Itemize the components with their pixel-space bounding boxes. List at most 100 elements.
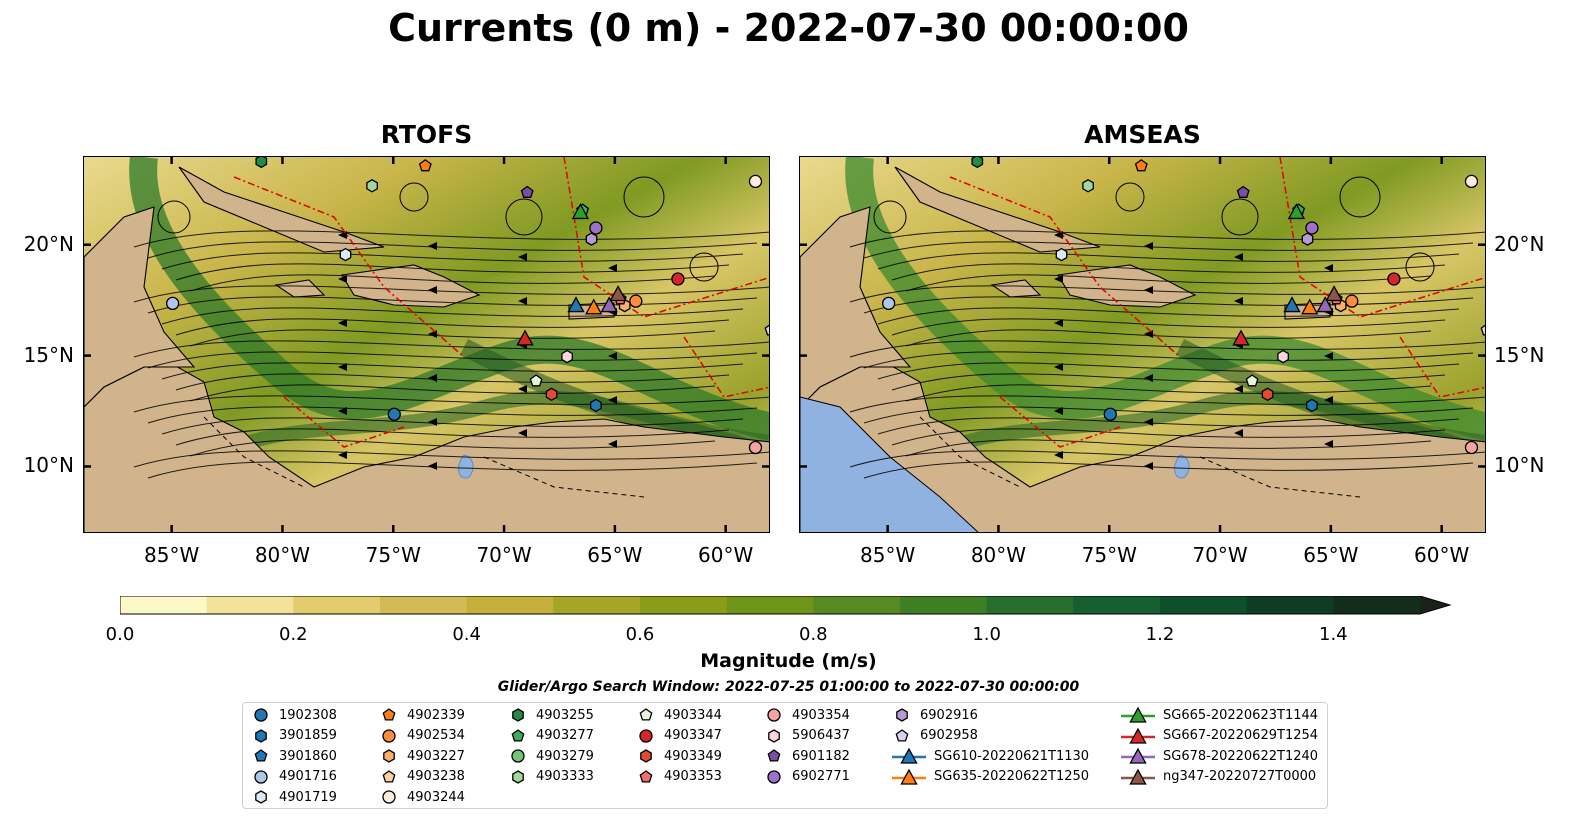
legend-item-label: 6902771: [792, 769, 850, 784]
marker-6902771: [1305, 221, 1319, 235]
streamline-arrow: [428, 418, 437, 426]
legend-item: 3901859: [251, 726, 337, 746]
streamline: [905, 329, 1432, 347]
colorbar-tick-label: 0.0: [105, 624, 135, 645]
streamline: [877, 417, 1460, 435]
streamline: [189, 274, 716, 292]
streamline: [891, 263, 1446, 281]
streamline: [863, 406, 1474, 424]
colorbar-label: Magnitude (m/s): [700, 650, 877, 672]
colorbar-segment: [726, 596, 814, 614]
colorbar-segment: [466, 596, 554, 614]
legend-marker-circle: [767, 708, 781, 722]
streamline-arrow: [518, 253, 527, 261]
streamline: [133, 395, 769, 413]
land-2: [894, 166, 1101, 253]
colorbar-segment: [640, 596, 728, 614]
colorbar-tick-label: 1.0: [972, 624, 1001, 645]
streamline-arrow: [1144, 418, 1153, 426]
streamline-arrow: [1054, 275, 1063, 283]
eddy-streamline: [399, 182, 429, 212]
legend-item-label: 4903277: [536, 728, 594, 743]
legend-item-label: 4903344: [664, 707, 722, 723]
marker-4901716: [881, 296, 896, 311]
legend-triangle: [900, 747, 918, 764]
streamline-arrow: [1324, 396, 1333, 404]
marker-4903255: [255, 157, 268, 169]
legend-item: 4903227: [379, 746, 465, 766]
outside-model-domain: [800, 396, 979, 532]
streamline-arrow: [518, 385, 527, 393]
streamline: [891, 373, 1446, 391]
streamline: [175, 318, 730, 336]
marker-4902534: [1345, 294, 1359, 308]
marker-4903333: [366, 179, 378, 193]
marker-4903244: [748, 174, 763, 189]
eez-boundary: [999, 396, 1121, 448]
legend-marker-pentagon: [767, 749, 781, 762]
colorbar-segment: [120, 596, 208, 614]
colorbar-tick-label: 0.8: [799, 624, 828, 645]
legend-symbol: [512, 769, 524, 784]
legend-marker-pentagon: [639, 769, 653, 783]
legend-symbol: [512, 708, 524, 722]
land-0: [800, 364, 1485, 532]
legend-triangle: [1129, 706, 1147, 723]
legend-symbol: [382, 769, 396, 783]
legend-symbol: [639, 769, 653, 783]
marker-SG667-20220629T1254: [1232, 329, 1250, 346]
streamline: [891, 318, 1446, 336]
colorbar-tick-label: 0.4: [452, 624, 481, 645]
legend-item-label: 4903255: [536, 707, 594, 723]
country-border: [919, 416, 1021, 488]
marker-SG635-20220622T1250: [1301, 298, 1319, 315]
marker-ng347-20220727T0000: [609, 285, 627, 302]
panel-title-amseas: AMSEAS: [1084, 120, 1201, 149]
marker-4903244: [1464, 174, 1479, 189]
colorbar-outline: [119, 595, 1452, 615]
legend-symbol: [895, 728, 909, 742]
country-border: [1199, 456, 1361, 498]
legend-item: SG678-20220622T1240: [1121, 746, 1318, 766]
marker-6902958: [1480, 324, 1485, 336]
streamline: [863, 461, 1474, 479]
colorbar-ramp: [119, 595, 1452, 615]
legend-symbol: [254, 708, 268, 722]
streamline: [877, 362, 1460, 380]
streamline-arrow: [338, 407, 347, 415]
country-border: [203, 416, 305, 488]
marker-4902339: [1134, 159, 1148, 172]
legend-item: 4903347: [636, 726, 722, 746]
marker-4902339: [418, 159, 432, 172]
lon-tick-label: 65°W: [1303, 543, 1359, 567]
legend-marker-pentagon: [895, 728, 909, 742]
marker-4903347: [671, 272, 685, 286]
legend-triangle: [1129, 747, 1147, 764]
eddy-streamline: [689, 252, 719, 282]
marker-4903347: [1387, 272, 1401, 286]
marker-4903344: [529, 374, 543, 387]
legend-item-label: 4903333: [536, 769, 594, 784]
legend-marker-triangle-line: [1121, 747, 1155, 764]
streamline: [161, 417, 744, 435]
lat-tick-label: 20°N: [1494, 231, 1545, 256]
legend-item-label: 4903354: [792, 707, 850, 723]
marker-4903349: [545, 387, 558, 402]
lat-tick-label: 15°N: [1494, 342, 1545, 367]
legend-symbol: [382, 728, 396, 743]
streamline: [891, 428, 1446, 446]
legend-marker-circle: [254, 708, 268, 722]
legend-marker-pentagon: [254, 749, 268, 762]
legend-item: SG665-20220623T1144: [1121, 705, 1318, 725]
eez-boundary: [283, 396, 405, 448]
marker-6902916: [585, 232, 598, 246]
colorbar-tick-label: 0.2: [279, 624, 308, 645]
land-4: [274, 279, 326, 298]
legend-item: SG610-20220621T1130: [892, 746, 1089, 766]
legend-item-label: SG635-20220622T1250: [934, 769, 1090, 784]
colorbar-segment: [1160, 596, 1248, 614]
colorbar-segment: [1333, 596, 1421, 614]
eez-boundary: [233, 176, 465, 358]
legend-item-label: 4903279: [536, 748, 594, 764]
panel-title-rtofs: RTOFS: [380, 120, 473, 149]
